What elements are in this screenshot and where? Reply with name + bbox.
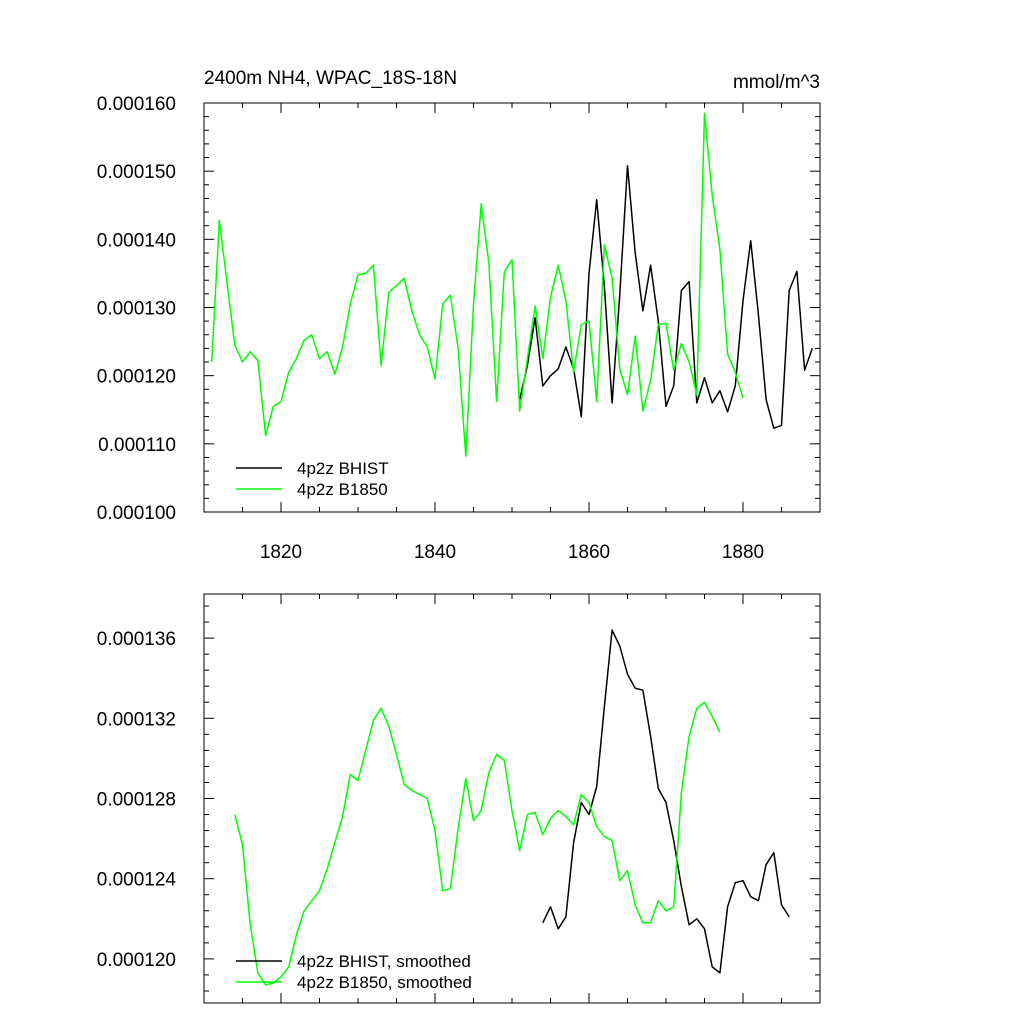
top-y-tick-label: 0.000100: [97, 503, 176, 524]
top-y-tick-label: 0.000140: [97, 230, 176, 251]
top-series-line-4p2z-bhist: [518, 164, 814, 429]
bottom-legend-label-bhist: 4p2z BHIST, smoothed: [297, 952, 471, 971]
top-panel-title: 2400m NH4, WPAC_18S-18N: [204, 68, 457, 89]
bottom-y-tick-label: 0.000136: [97, 629, 176, 650]
bottom-series-line-4p2z-bhist-smoothed: [542, 629, 790, 974]
bottom-y-tick-label: 0.000120: [97, 950, 176, 971]
top-ticks: 1820 1840 1860 1880 0.000100 0.000110 0.000120…: [97, 94, 821, 563]
top-y-tick-label: 0.000110: [98, 435, 176, 456]
bottom-series-lines: [234, 629, 790, 986]
top-x-tick-label: 1860: [568, 542, 610, 563]
top-series-lines: [210, 112, 814, 457]
bottom-y-tick-label: 0.000128: [97, 790, 176, 811]
top-y-tick-label: 0.000120: [97, 367, 176, 388]
top-y-tick-label: 0.000150: [97, 162, 176, 183]
top-legend-label-bhist: 4p2z BHIST: [297, 459, 389, 478]
top-plot-frame: [203, 102, 821, 513]
top-y-tick-label: 0.000160: [97, 94, 176, 115]
bottom-ticks: 0.000120 0.000124 0.000128 0.000132 0.000136: [97, 594, 821, 1003]
top-panel: 2400m NH4, WPAC_18S-18N mmol/m^3 1820 184…: [97, 68, 821, 563]
bottom-legend: 4p2z BHIST, smoothed 4p2z B1850, smoothe…: [236, 952, 472, 992]
top-x-tick-label: 1840: [414, 542, 456, 563]
top-x-tick-label: 1880: [722, 542, 764, 563]
top-legend: 4p2z BHIST 4p2z B1850: [236, 459, 389, 499]
top-y-tick-label: 0.000130: [97, 299, 176, 320]
top-panel-units: mmol/m^3: [733, 72, 820, 93]
bottom-legend-label-b1850: 4p2z B1850, smoothed: [297, 973, 472, 992]
bottom-panel: 0.000120 0.000124 0.000128 0.000132 0.000136…: [97, 593, 821, 1004]
bottom-y-tick-label: 0.000132: [97, 709, 176, 730]
top-series-line-4p2z-b1850: [210, 112, 744, 457]
bottom-y-tick-label: 0.000124: [97, 870, 177, 891]
bottom-plot-frame: [203, 593, 821, 1004]
top-x-tick-label: 1820: [260, 542, 302, 563]
bottom-series-line-4p2z-b1850-smoothed: [234, 701, 721, 986]
top-legend-label-b1850: 4p2z B1850: [297, 480, 388, 499]
